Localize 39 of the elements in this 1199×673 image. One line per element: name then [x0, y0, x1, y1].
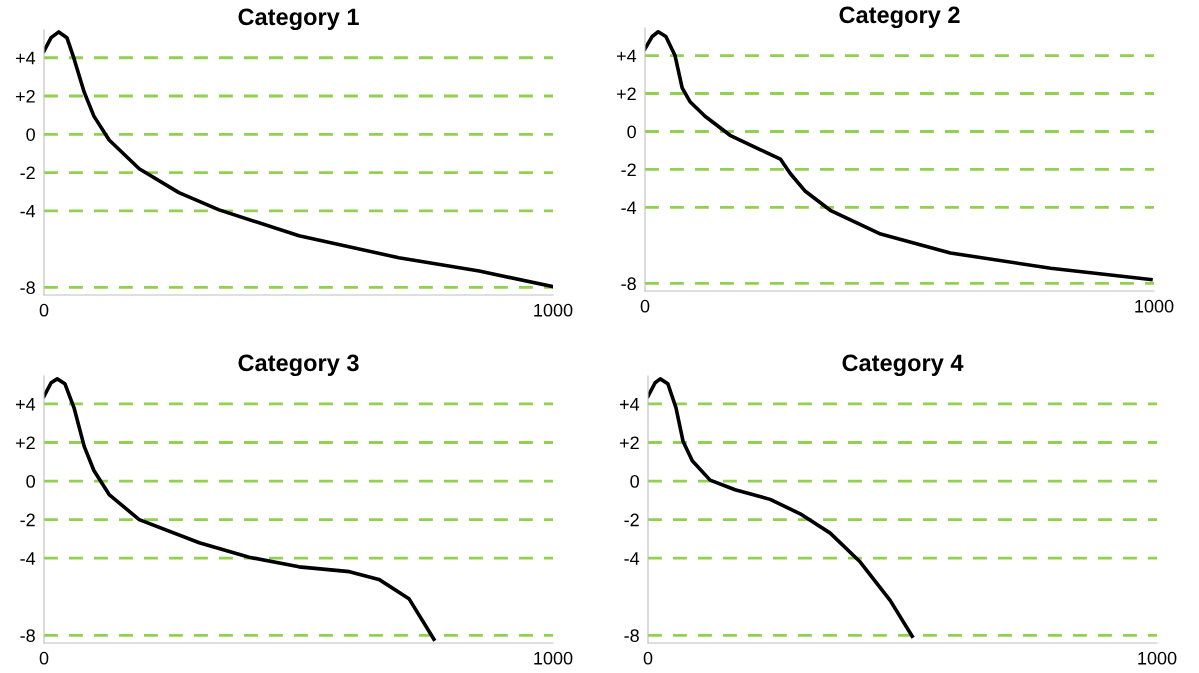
chart-title: Category 3 — [238, 354, 359, 376]
y-tick-label: -4 — [621, 201, 637, 214]
y-tick-label: 0 — [630, 475, 639, 488]
y-tick-label: -4 — [20, 204, 36, 218]
y-tick-label: -2 — [621, 163, 636, 177]
x-tick-label: 1000 — [1138, 651, 1177, 665]
y-tick-label: -8 — [20, 629, 35, 643]
x-tick-label: 1000 — [534, 303, 573, 317]
y-tick-label: -4 — [20, 552, 36, 565]
y-tick-label: -4 — [624, 552, 640, 565]
y-tick-label: -8 — [621, 277, 636, 291]
y-tick-label: -8 — [624, 629, 639, 643]
x-tick-label: 1000 — [534, 651, 573, 665]
chart-title: Category 4 — [842, 354, 964, 376]
y-tick-label: +4 — [619, 398, 640, 411]
y-tick-label: -2 — [624, 513, 639, 527]
x-tick-label: 0 — [39, 303, 49, 317]
y-tick-label: -2 — [20, 166, 35, 180]
y-tick-label: +4 — [15, 398, 36, 411]
x-tick-label: 0 — [39, 651, 49, 665]
y-tick-label: 0 — [627, 125, 636, 139]
y-tick-label: +4 — [616, 49, 637, 63]
chart-title: Category 1 — [238, 8, 359, 30]
y-tick-label: +2 — [15, 89, 35, 103]
y-tick-label: -2 — [20, 513, 35, 527]
y-tick-label: +2 — [619, 436, 639, 450]
x-tick-label: 0 — [640, 299, 650, 313]
y-tick-label: 0 — [26, 128, 35, 141]
x-tick-label: 1000 — [1135, 299, 1174, 313]
line-series — [44, 30, 553, 289]
x-tick-label: 0 — [643, 651, 653, 665]
y-tick-label: +4 — [15, 51, 36, 65]
line-series — [648, 377, 914, 639]
chart-title: Category 2 — [839, 6, 960, 28]
line-series — [645, 29, 1153, 282]
y-tick-label: 0 — [26, 475, 35, 488]
y-tick-label: +2 — [15, 436, 35, 450]
y-tick-label: +2 — [616, 87, 636, 101]
y-tick-label: -8 — [20, 281, 35, 295]
